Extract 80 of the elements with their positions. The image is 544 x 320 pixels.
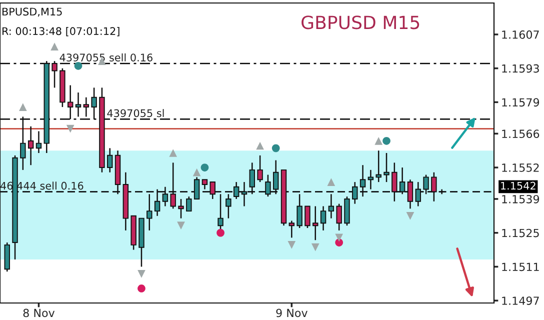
y-tick-label: 1.1593 (502, 64, 539, 73)
candlestick (399, 166, 406, 195)
point (406, 212, 414, 220)
candlestick (36, 130, 42, 154)
y-tick-label: 1.1497 (502, 296, 539, 305)
candlestick (210, 181, 216, 200)
point (177, 222, 185, 230)
candlestick (392, 162, 398, 202)
y-tick-label: 1.1511 (502, 262, 539, 272)
candlestick (407, 178, 414, 210)
candlestick (304, 206, 310, 229)
candlestick (186, 196, 192, 212)
candlestick (376, 150, 382, 183)
candlestick (154, 188, 160, 217)
candlestick (75, 92, 82, 118)
y-tick-label: 1.1539 (502, 194, 540, 204)
candlestick (312, 206, 318, 241)
candlestick (28, 126, 34, 166)
point (256, 142, 264, 150)
point (272, 144, 280, 152)
point (169, 149, 178, 157)
point (335, 234, 344, 242)
point (311, 243, 320, 252)
candlestick (431, 172, 437, 202)
candlestick (83, 96, 90, 118)
point (374, 136, 383, 145)
point (50, 42, 58, 50)
annotation: BPUSD,M15 (2, 8, 62, 17)
point (327, 178, 336, 186)
annotation: R: 00:13:48 [07:01:12] (2, 27, 120, 36)
candlestick (320, 206, 326, 232)
candlestick (328, 194, 334, 219)
candlestick (107, 148, 113, 173)
y-tick-label: 1.1607 (502, 30, 539, 39)
y-tick-label: 1.1525 (502, 228, 539, 238)
candlestick (352, 181, 358, 204)
candlestick (265, 174, 271, 198)
y-tick-label: 1.1579 (502, 98, 540, 107)
candlestick (194, 176, 200, 200)
candlestick (415, 181, 421, 207)
ref-line-label: 4397055 sell 0.16 (60, 53, 152, 62)
candlestick (146, 194, 152, 232)
candlestick (202, 178, 208, 190)
candlestick (296, 194, 302, 229)
candlestick (67, 84, 74, 120)
x-tick-label: 9 Nov (276, 308, 308, 318)
candlestick (178, 198, 184, 219)
point (138, 270, 146, 278)
text: 1.1542 (501, 182, 536, 190)
ref-line-label: 4397055 sl (107, 109, 164, 118)
point (288, 241, 296, 249)
candlestick (288, 220, 295, 238)
point (18, 103, 27, 111)
candlestick (384, 152, 390, 183)
candlestick (233, 181, 240, 200)
point (200, 164, 209, 172)
point (216, 228, 224, 237)
candlestick (249, 162, 255, 195)
candlestick (272, 160, 279, 195)
point (138, 284, 146, 292)
candlestick (241, 181, 248, 207)
candlestick (336, 203, 342, 232)
point (66, 124, 74, 133)
candlestick (423, 174, 429, 195)
candlestick (91, 87, 97, 120)
point (382, 136, 390, 145)
x-tick-label: 8 Nov (23, 308, 55, 318)
y-tick-label: 1.1566 (502, 130, 540, 138)
candlestick (170, 162, 176, 210)
y-tick-label: 1.1552 (502, 163, 539, 172)
candlestick (52, 60, 58, 88)
candlestick (368, 169, 374, 190)
text: GBPUSD M15 (302, 16, 420, 30)
candlestick (360, 164, 366, 198)
candlestick (226, 194, 232, 219)
candlestick (20, 116, 26, 171)
candlestick (257, 154, 263, 183)
point (74, 62, 82, 70)
candlestick (162, 186, 168, 207)
point (192, 168, 201, 176)
